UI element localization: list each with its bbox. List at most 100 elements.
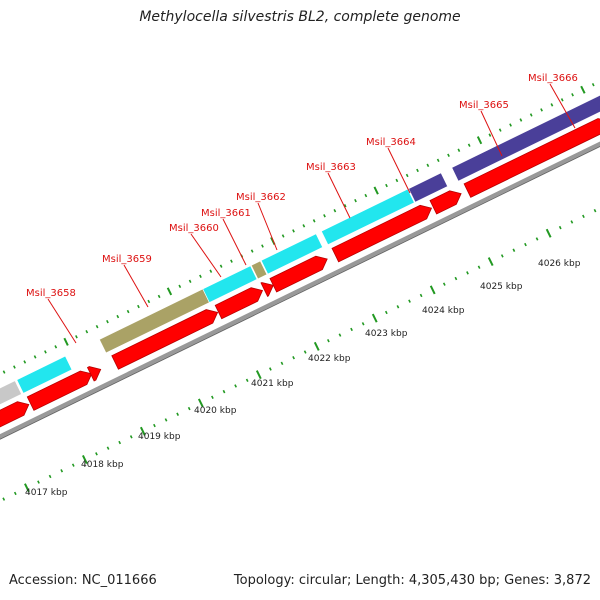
gene-label: Msil_3665	[459, 100, 509, 111]
upper-tick	[447, 153, 450, 157]
scale-tick	[82, 454, 88, 464]
scale-label: 4018 kbp	[81, 460, 124, 470]
scale-label: 4021 kbp	[251, 379, 294, 389]
gene-feature-box	[320, 188, 415, 246]
upper-tick	[312, 219, 316, 223]
scale-tick	[37, 480, 40, 484]
gene-label: Msil_3662	[236, 192, 286, 203]
scale-label: 4025 kbp	[480, 282, 523, 292]
gene-leader-line	[257, 202, 278, 251]
scale-tick	[384, 310, 388, 315]
scale-tick	[153, 423, 156, 428]
upper-tick	[85, 330, 89, 334]
gene-leader-line	[47, 298, 77, 344]
upper-tick	[209, 269, 213, 273]
backbone-line	[0, 141, 600, 439]
upper-tick	[436, 158, 440, 163]
scale-tick	[512, 248, 516, 252]
upper-tick	[13, 365, 16, 369]
upper-tick	[33, 355, 37, 359]
gene-leader-line	[222, 218, 247, 266]
cds-arrow	[26, 370, 93, 411]
upper-tick	[529, 113, 533, 117]
upper-tick	[571, 93, 574, 97]
scale-tick	[106, 446, 110, 450]
gene-leader-line	[190, 233, 222, 278]
upper-tick	[199, 274, 202, 278]
scale-tick	[582, 214, 585, 219]
gene-feature-box	[0, 380, 22, 405]
upper-tick	[354, 198, 357, 203]
upper-tick	[426, 163, 430, 168]
upper-tick	[560, 98, 564, 102]
scale-tick	[570, 220, 574, 224]
scale-tick	[371, 313, 378, 323]
scale-tick	[303, 350, 307, 354]
upper-tick	[23, 360, 27, 364]
upper-tick	[281, 234, 285, 238]
upper-tick	[106, 319, 109, 324]
gene-label: Msil_3659	[102, 254, 152, 265]
scale-tick	[292, 355, 295, 360]
gene-feature-box	[16, 355, 73, 394]
gene-leader-line	[387, 147, 411, 194]
upper-tick	[364, 193, 368, 198]
scale-tick	[361, 322, 365, 326]
cds-arrow	[260, 282, 274, 297]
scale-tick	[442, 282, 446, 286]
scale-tick	[187, 406, 191, 411]
scale-label: 4026 kbp	[538, 259, 581, 269]
scale-label: 4017 kbp	[25, 488, 68, 498]
scale-tick	[593, 208, 597, 213]
upper-tick	[188, 279, 192, 284]
scale-tick	[338, 333, 342, 337]
upper-tick	[343, 203, 347, 208]
upper-tick	[580, 85, 586, 94]
upper-tick	[385, 183, 388, 188]
upper-tick	[476, 136, 483, 145]
scale-tick	[500, 254, 504, 258]
gene-feature-box	[260, 233, 324, 275]
upper-tick	[219, 264, 223, 268]
upper-tick	[230, 259, 233, 263]
upper-tick	[250, 249, 254, 253]
scale-label: 4020 kbp	[194, 406, 237, 416]
cds-arrow	[86, 366, 102, 382]
upper-tick	[498, 128, 502, 132]
upper-tick	[292, 229, 295, 233]
scale-tick	[419, 293, 423, 298]
accession-text: Accession: NC_011666	[9, 573, 157, 588]
scale-tick	[60, 469, 64, 473]
scale-tick	[429, 285, 436, 295]
scale-label: 4022 kbp	[308, 354, 351, 364]
scale-tick	[176, 412, 180, 416]
scale-tick	[139, 426, 146, 436]
scale-label: 4019 kbp	[138, 432, 181, 442]
scale-tick	[477, 265, 481, 269]
scale-tick	[558, 225, 562, 230]
gene-leader-line	[480, 110, 503, 157]
cds-arrow	[214, 287, 264, 320]
upper-tick	[395, 178, 399, 183]
scale-tick	[197, 398, 204, 408]
scale-tick	[211, 395, 214, 399]
gene-leader-line	[123, 264, 149, 308]
scale-tick	[255, 370, 262, 380]
scale-tick	[326, 339, 330, 343]
scale-tick	[408, 299, 411, 303]
upper-tick	[137, 304, 140, 309]
upper-tick	[540, 108, 543, 112]
upper-tick	[550, 103, 554, 107]
upper-tick	[416, 168, 419, 173]
upper-tick	[519, 118, 523, 122]
gene-label: Msil_3664	[366, 137, 416, 148]
upper-tick	[95, 324, 99, 329]
scale-tick	[118, 440, 122, 445]
gene-leader-line	[327, 172, 351, 219]
cds-arrow	[111, 309, 219, 370]
scale-tick	[2, 497, 6, 501]
scale-label: 4023 kbp	[365, 329, 408, 339]
cds-arrow	[463, 118, 600, 198]
upper-tick	[405, 173, 409, 178]
genome-title: Methylocella silvestris BL2, complete ge…	[139, 9, 461, 25]
